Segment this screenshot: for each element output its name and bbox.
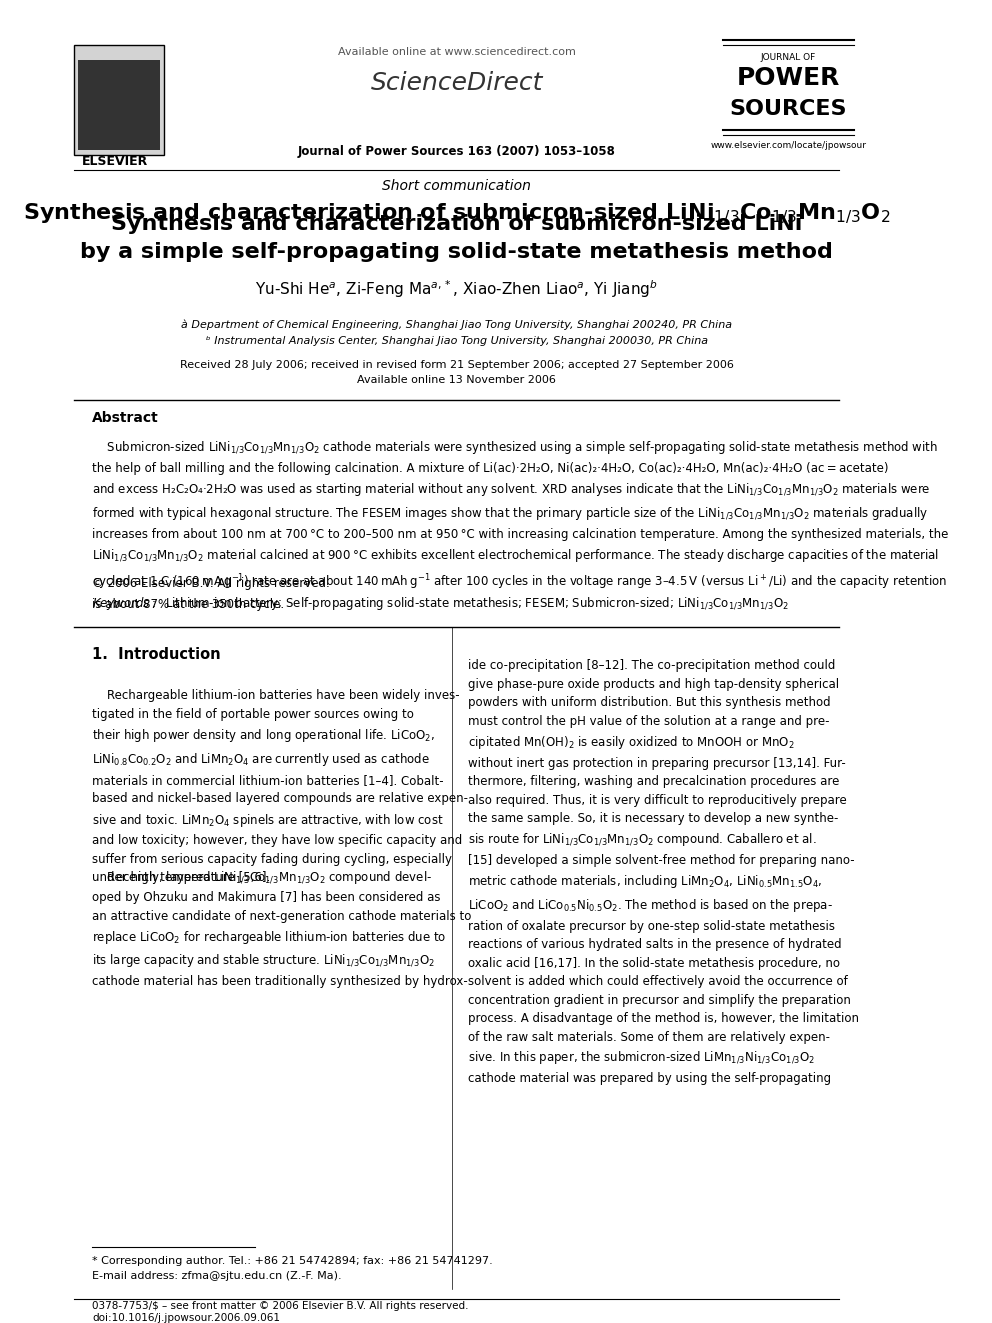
Text: Synthesis and characterization of submicron-sized LiNi$_{1/3}$Co$_{1/3}$Mn$_{1/3: Synthesis and characterization of submic… [23, 202, 890, 226]
Bar [73, 45, 165, 155]
Text: © 2006 Elsevier B.V. All rights reserved.: © 2006 Elsevier B.V. All rights reserved… [92, 577, 329, 590]
Text: Available online at www.sciencedirect.com: Available online at www.sciencedirect.co… [337, 46, 575, 57]
Text: Submicron-sized LiNi$_{1/3}$Co$_{1/3}$Mn$_{1/3}$O$_2$ cathode materials were syn: Submicron-sized LiNi$_{1/3}$Co$_{1/3}$Mn… [92, 439, 948, 611]
Text: Available online 13 November 2006: Available online 13 November 2006 [357, 374, 557, 385]
Text: 0378-7753/$ – see front matter © 2006 Elsevier B.V. All rights reserved.: 0378-7753/$ – see front matter © 2006 El… [92, 1301, 468, 1311]
Text: * Corresponding author. Tel.: +86 21 54742894; fax: +86 21 54741297.: * Corresponding author. Tel.: +86 21 547… [92, 1256, 493, 1266]
Text: ScienceDirect: ScienceDirect [370, 71, 543, 95]
Text: Received 28 July 2006; received in revised form 21 September 2006; accepted 27 S: Received 28 July 2006; received in revis… [180, 360, 734, 369]
Text: Short communication: Short communication [382, 179, 531, 193]
Bar [78, 60, 160, 149]
Text: Abstract: Abstract [92, 410, 159, 425]
Text: 1.  Introduction: 1. Introduction [92, 647, 220, 663]
Text: ᵇ Instrumental Analysis Center, Shanghai Jiao Tong University, Shanghai 200030, : ᵇ Instrumental Analysis Center, Shanghai… [205, 336, 707, 345]
Text: SOURCES: SOURCES [730, 99, 847, 119]
Text: by a simple self-propagating solid-state metathesis method: by a simple self-propagating solid-state… [80, 242, 833, 262]
Text: Journal of Power Sources 163 (2007) 1053–1058: Journal of Power Sources 163 (2007) 1053… [298, 144, 616, 157]
Text: à Department of Chemical Engineering, Shanghai Jiao Tong University, Shanghai 20: à Department of Chemical Engineering, Sh… [182, 319, 732, 329]
Text: POWER: POWER [737, 66, 840, 90]
Text: www.elsevier.com/locate/jpowsour: www.elsevier.com/locate/jpowsour [710, 140, 867, 149]
Text: ide co-precipitation [8–12]. The co-precipitation method could
give phase-pure o: ide co-precipitation [8–12]. The co-prec… [468, 659, 859, 1085]
Text: ELSEVIER: ELSEVIER [81, 155, 148, 168]
Text: $\it{Keywords:}$  Lithium-ion battery; Self-propagating solid-state metathesis; : $\it{Keywords:}$ Lithium-ion battery; Se… [92, 595, 789, 613]
Text: E-mail address: zfma@sjtu.edu.cn (Z.-F. Ma).: E-mail address: zfma@sjtu.edu.cn (Z.-F. … [92, 1271, 341, 1281]
Text: Yu-Shi He$^{a}$, Zi-Feng Ma$^{a,*}$, Xiao-Zhen Liao$^{a}$, Yi Jiang$^{b}$: Yu-Shi He$^{a}$, Zi-Feng Ma$^{a,*}$, Xia… [255, 278, 658, 300]
Text: Recently, layered LiNi$_{1/3}$Co$_{1/3}$Mn$_{1/3}$O$_2$ compound devel-
oped by : Recently, layered LiNi$_{1/3}$Co$_{1/3}$… [92, 869, 471, 987]
Text: doi:10.1016/j.jpowsour.2006.09.061: doi:10.1016/j.jpowsour.2006.09.061 [92, 1312, 280, 1323]
Text: JOURNAL OF: JOURNAL OF [761, 53, 816, 62]
Text: Synthesis and characterization of submicron-sized LiNi: Synthesis and characterization of submic… [111, 214, 803, 234]
Text: Rechargeable lithium-ion batteries have been widely inves-
tigated in the field : Rechargeable lithium-ion batteries have … [92, 689, 468, 884]
